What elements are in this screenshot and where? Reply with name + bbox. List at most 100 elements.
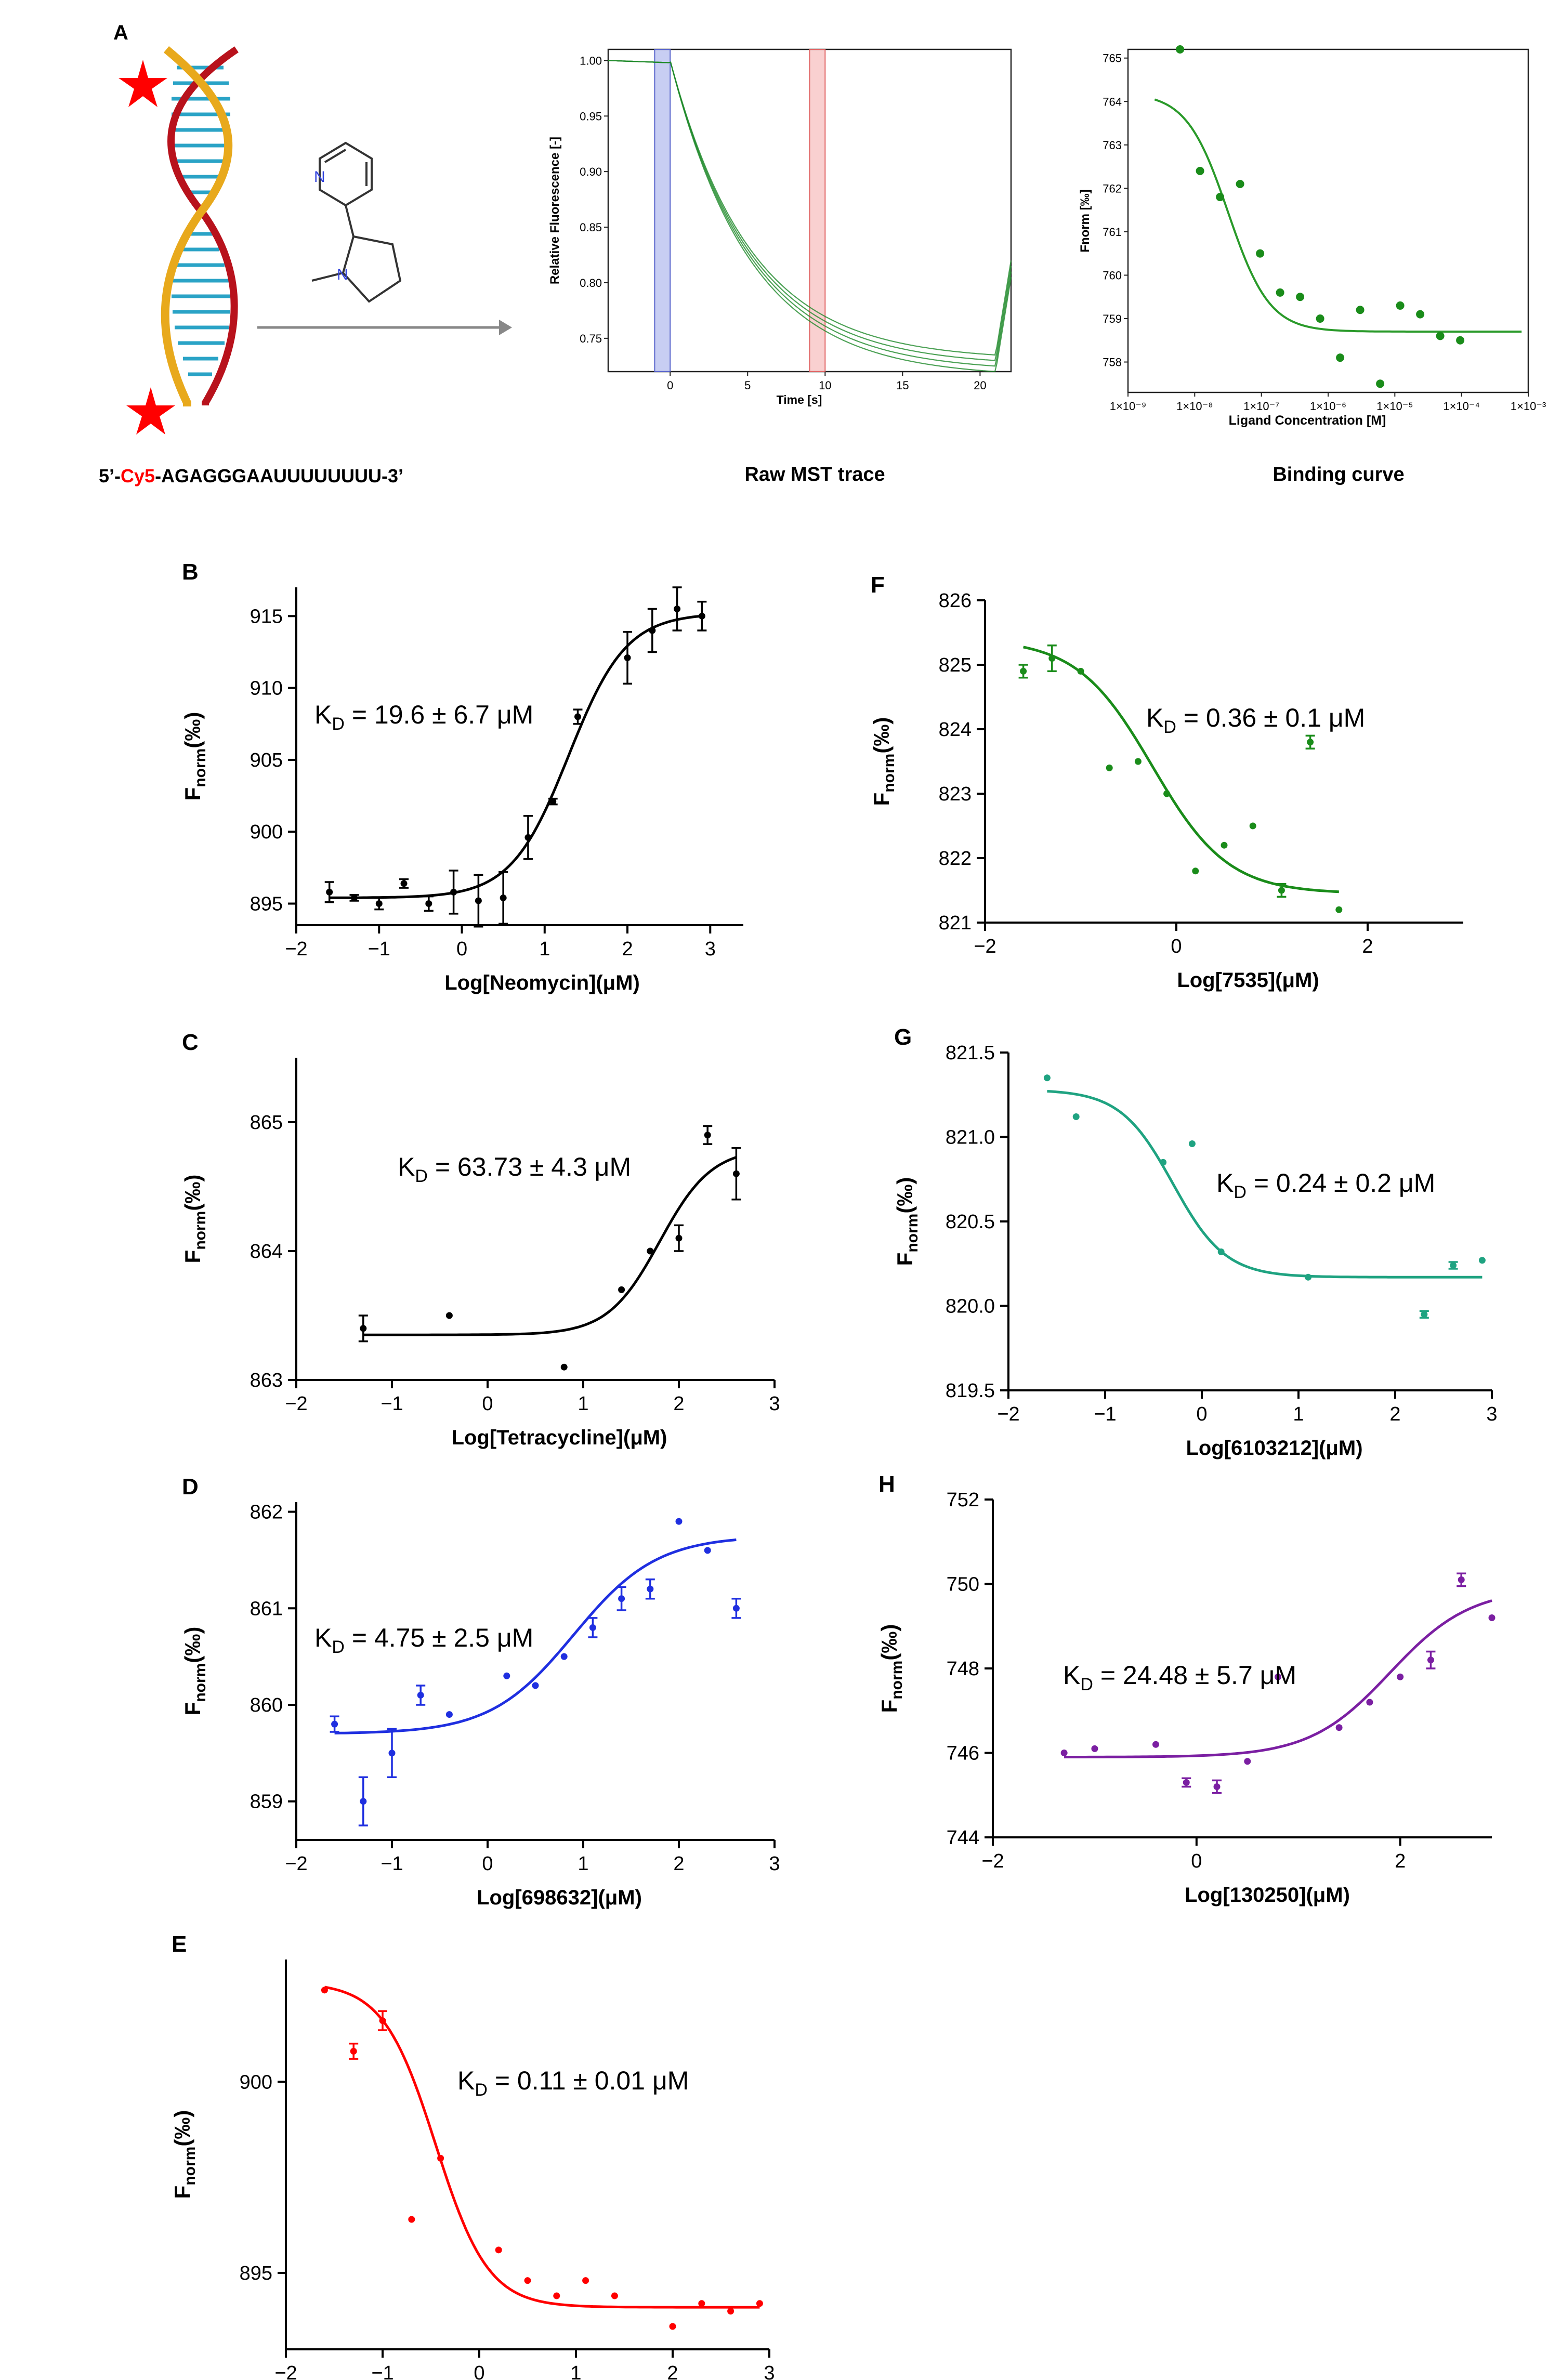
fit-curve [363,1156,737,1336]
kd-annotation: KD = 0.24 ± 0.2 μM [1216,1168,1435,1202]
data-point [350,894,358,901]
y-axis-label: Fnorm(‰) [180,1627,209,1716]
x-tick-label: 2 [622,938,633,960]
data-point [1275,1673,1282,1680]
x-tick-label: 2 [673,1393,684,1415]
x-tick-label: −2 [274,2362,297,2380]
x-tick-label: 1×10⁻⁹ [1110,400,1147,413]
fit-curve [1064,1599,1492,1758]
kd-annotation: KD = 24.48 ± 5.7 μM [1063,1661,1296,1694]
data-point [560,1653,568,1660]
x-tick-label: 0 [456,938,467,960]
x-tick-label: −2 [981,1850,1004,1872]
data-point [1278,887,1285,894]
fit-curve [334,1538,737,1734]
y-tick-label: 0.95 [580,110,602,123]
chart-mst-trace: 0 5 10 15 20 0.75 0.80 0.85 0.90 0.95 1.00 Time [s]… [548,48,1012,485]
data-point [669,2323,676,2330]
x-tick-label: 1 [570,2362,581,2380]
chart-panel-g: −2 −1 0 1 2 3 819.5 820.0 820.5 821.0 821.5 Log[610… [893,1024,1498,1459]
pyridine-ring [319,141,373,207]
x-axis-label: Log[698632](μM) [477,1886,642,1909]
x-tick-label: 0 [1171,936,1182,957]
data-point [611,2292,618,2299]
data-point [560,1363,568,1371]
y-tick-label: 822 [939,848,972,870]
y-tick-label: 821 [939,912,972,934]
data-point [375,900,383,908]
y-tick-label: 748 [947,1658,979,1680]
x-tick-label: 3 [769,1853,780,1875]
chart-panel-d: −2 −1 0 1 2 3 859 860 861 862 Log[698632](μM) Fnorm… [180,1474,780,1909]
x-tick-label: 1 [578,1853,588,1875]
x-tick-label: 15 [896,379,909,392]
y-tick-label: 761 [1103,226,1122,239]
data-point [1335,906,1343,913]
chart-binding-curve: 1×10⁻⁹ 1×10⁻⁸ 1×10⁻⁷ 1×10⁻⁶ 1×10⁻⁵ 1×10⁻⁴ 1×10… [1078,45,1546,485]
data-point [1458,1576,1465,1583]
panel-label-a: A [113,21,128,44]
data-point [1072,1113,1080,1120]
data-point [360,1798,367,1805]
data-point [1106,764,1113,771]
pyrrolidine-ring [342,235,402,303]
x-tick-label: 0 [667,379,673,392]
y-tick-label: 905 [250,749,283,771]
data-point [1236,179,1244,188]
data-point [675,1234,683,1242]
x-tick-label: 3 [769,1393,780,1415]
data-point [1376,379,1385,388]
methyl-bond [311,272,344,282]
y-tick-label: 864 [250,1241,283,1263]
data-point [704,1132,711,1139]
data-point [1160,1159,1167,1166]
data-point [647,1585,654,1593]
data-point [1091,1745,1098,1752]
data-point [618,1286,625,1293]
x-tick-label: 0 [482,1393,493,1415]
nitrogen-label-1: N [314,168,325,186]
data-point [1421,1311,1428,1318]
y-tick-label: 821.5 [946,1042,995,1064]
helix-strand-red [167,46,239,405]
data-point [704,1547,711,1554]
x-tick-label: −2 [974,936,996,957]
y-tick-label: 862 [250,1502,283,1523]
panel-label: E [172,1931,187,1957]
data-point [1152,1741,1159,1748]
y-tick-label: 762 [1103,182,1122,195]
y-tick-label: 824 [939,719,972,741]
x-tick-label: −1 [381,1393,403,1415]
chart-panel-e: −2−10123895900Log[9220](μM)Fnorm(‰)EKD =… [170,1931,775,2380]
bond [345,205,355,237]
x-tick-label: 3 [705,938,716,960]
data-point [582,2277,589,2284]
y-axis-label: Fnorm(‰) [877,1624,906,1713]
data-point [400,880,408,887]
chart-panel-c: −2 −1 0 1 2 3 863 864 865 Log[Tetracycline](μM) Fn… [180,1030,780,1449]
panel-label: C [182,1030,199,1055]
data-point [417,1691,424,1699]
y-tick-label: 910 [250,678,283,700]
data-point [1276,288,1284,297]
data-point [1366,1699,1373,1706]
y-tick-label: 900 [240,2071,272,2093]
data-point [549,798,557,805]
data-point [1048,655,1056,662]
x-tick-label: 1 [539,938,550,960]
y-tick-label: 863 [250,1370,283,1391]
data-point [321,1987,328,1994]
data-point [1217,1248,1225,1255]
data-point [1456,336,1465,345]
x-tick-label: 1×10⁻³ [1511,400,1546,413]
y-tick-label: 895 [240,2263,272,2284]
y-tick-label: 0.85 [580,221,602,234]
chart-panel-h: −2 0 2 744 746 748 750 752 Log[130250](μM) Fnorm(… [877,1471,1496,1906]
y-axis-label: Fnorm(‰) [170,2110,199,2199]
sequence-label: 5’-Cy5-AGAGGGAAUUUUUUUU-3’ [99,465,403,486]
data-point [1176,45,1185,54]
x-axis-label: Log[Tetracycline](μM) [452,1426,667,1449]
data-point [1488,1614,1496,1621]
x-tick-label: −1 [1094,1403,1116,1425]
